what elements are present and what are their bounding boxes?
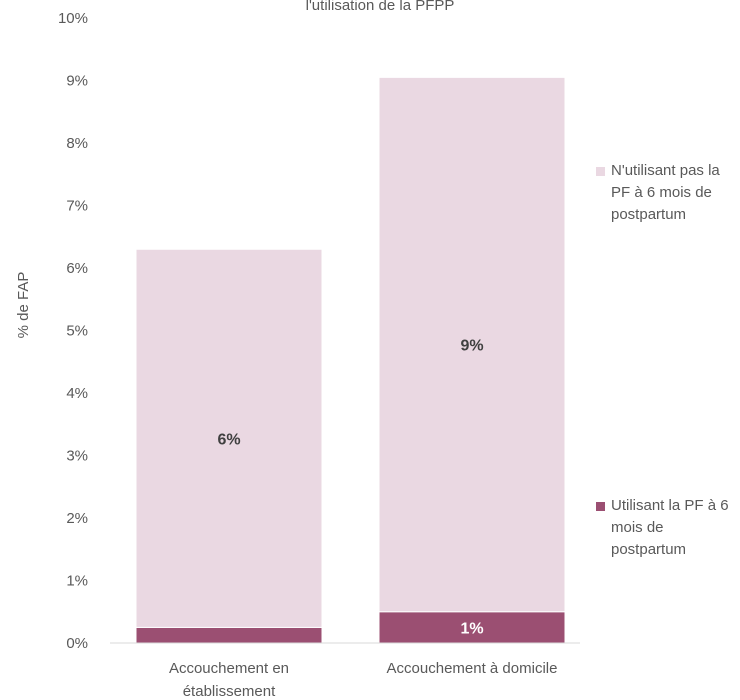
data-label: 9% bbox=[460, 338, 483, 355]
y-tick-label: 9% bbox=[66, 73, 88, 90]
y-tick-label: 3% bbox=[66, 448, 88, 465]
data-label: 6% bbox=[217, 431, 240, 448]
legend-label-not-using: N'utilisant pas la PF à 6 mois de postpa… bbox=[611, 162, 720, 223]
chart-title: l'utilisation de la PFPP bbox=[306, 0, 455, 14]
bar-segment bbox=[135, 248, 323, 628]
legend-label-using: Utilisant la PF à 6 mois de postpartum bbox=[611, 497, 729, 558]
x-tick-label: Accouchement en établissement bbox=[169, 660, 289, 700]
legend-swatch-using bbox=[596, 502, 605, 511]
y-tick-label: 8% bbox=[66, 135, 88, 152]
bars bbox=[135, 76, 566, 644]
y-axis-label: % de FAP bbox=[15, 272, 32, 339]
y-tick-label: 0% bbox=[66, 635, 88, 652]
y-axis-ticks: 0% 1% 2% 3% 4% 5% 6% 7% 8% 9% 10% bbox=[58, 10, 88, 652]
x-tick-label: Accouchement à domicile bbox=[387, 660, 558, 677]
y-tick-label: 7% bbox=[66, 198, 88, 215]
y-tick-label: 6% bbox=[66, 260, 88, 277]
y-tick-label: 2% bbox=[66, 510, 88, 527]
bar-segment bbox=[135, 626, 323, 644]
y-tick-label: 10% bbox=[58, 10, 88, 27]
x-axis-ticks: Accouchement en établissement Accouchement… bbox=[169, 660, 558, 700]
legend-item-using: Utilisant la PF à 6 mois de postpartum bbox=[596, 495, 736, 561]
y-tick-label: 5% bbox=[66, 323, 88, 340]
y-tick-label: 1% bbox=[66, 573, 88, 590]
legend-swatch-not-using bbox=[596, 167, 605, 176]
legend-item-not-using: N'utilisant pas la PF à 6 mois de postpa… bbox=[596, 160, 736, 226]
y-tick-label: 4% bbox=[66, 385, 88, 402]
data-label: 1% bbox=[460, 620, 483, 637]
bar-segment bbox=[378, 76, 566, 613]
bar-segment bbox=[378, 611, 566, 644]
data-labels: 1% 6% 9% bbox=[217, 338, 483, 638]
